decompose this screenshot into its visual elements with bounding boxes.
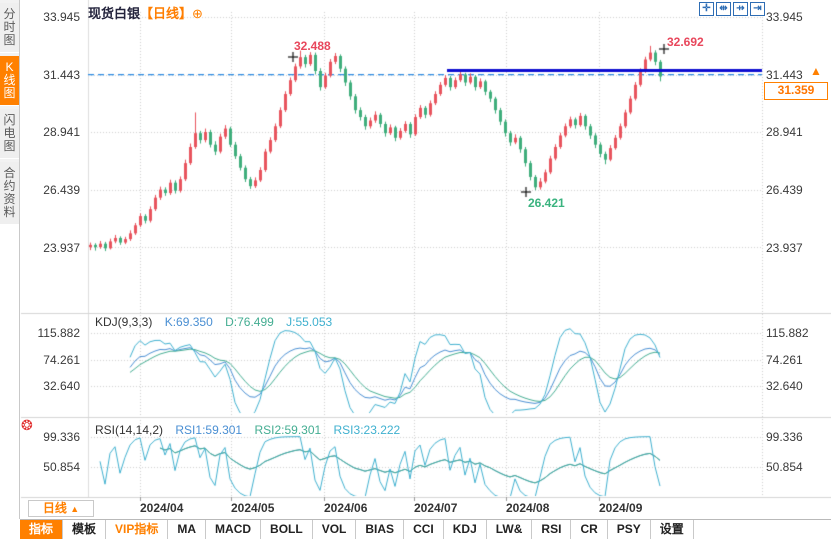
toolbar-tab-7[interactable]: BIAS (356, 520, 405, 539)
symbol-name: 现货白银 (88, 6, 141, 21)
toolbar-tab-6[interactable]: VOL (312, 520, 357, 539)
kdj-axis-label-right: 74.261 (766, 353, 803, 367)
period-selector-arrow-icon: ▲ (70, 504, 80, 514)
toolbar-tab-2[interactable]: VIP指标 (106, 520, 169, 539)
swing-high-sep-label: 32.692 (667, 35, 704, 49)
toolbar-tab-9[interactable]: KDJ (443, 520, 487, 539)
swing-high-may-label: 32.488 (294, 39, 331, 53)
kdj-legend: KDJ(9,3,3) K:69.350 D:76.499 J:55.053 (95, 315, 341, 329)
rsi-axis-label-right: 99.336 (766, 430, 803, 444)
rsi-axis-label-left: 99.336 (43, 430, 80, 444)
toolbar-tab-3[interactable]: MA (168, 520, 207, 539)
rsi-name: RSI(14,14,2) (95, 423, 164, 437)
price-axis-label-left: 26.439 (43, 183, 80, 197)
x-axis-label: 2024/05 (231, 501, 275, 515)
price-axis-label-right: 28.941 (766, 125, 803, 139)
bottom-toolbar: 指标 模板 VIP指标 MA MACD BOLL VOL BIAS CCI KDJ LW& RSI CR… (20, 519, 831, 539)
chart-tool-icons: ✛ ⇹ ⇸ ⇥ (697, 2, 765, 16)
jump-latest-icon[interactable]: ⇥ (750, 2, 765, 16)
toolbar-tab-5[interactable]: BOLL (261, 520, 313, 539)
sidebar-tab-list: 分时图 K线图闪电图合约资料 (0, 0, 19, 225)
kdj-axis-label-left: 74.261 (43, 353, 80, 367)
price-axis-label-right: 33.945 (766, 10, 803, 24)
period-selector-label: 日线 (42, 501, 67, 515)
toolbar-tab-12[interactable]: CR (571, 520, 608, 539)
kdj-j-value: J:55.053 (286, 315, 333, 329)
price-axis-label-left: 23.937 (43, 241, 80, 255)
price-axis-label-left: 33.945 (43, 10, 80, 24)
kdj-d-value: D:76.499 (225, 315, 274, 329)
kdj-axis-label-right: 32.640 (766, 379, 803, 393)
toolbar-tab-14[interactable]: 设置 (650, 520, 694, 539)
price-up-arrow-icon: ▲ (810, 64, 822, 78)
zoom-x-icon[interactable]: ⇹ (716, 2, 731, 16)
toolbar-tab-10[interactable]: LW& (486, 520, 533, 539)
rsi-legend: RSI(14,14,2) RSI1:59.301 RSI2:59.301 RSI… (95, 423, 409, 437)
kdj-axis-label-left: 32.640 (43, 379, 80, 393)
price-axis-label-left: 31.443 (43, 68, 80, 82)
pan-x-icon[interactable]: ⇸ (733, 2, 748, 16)
x-axis-label: 2024/06 (324, 501, 368, 515)
rsi2-value: RSI2:59.301 (254, 423, 322, 437)
price-axis-label-right: 26.439 (766, 183, 803, 197)
toolbar-tab-1[interactable]: 模板 (63, 520, 107, 539)
period-selector[interactable]: 日线 ▲ (28, 500, 94, 517)
toolbar-tab-13[interactable]: PSY (607, 520, 651, 539)
sun-marker-icon[interactable]: ❂ (21, 417, 33, 433)
x-axis-label: 2024/07 (414, 501, 458, 515)
kdj-name: KDJ(9,3,3) (95, 315, 153, 329)
x-axis-label: 2024/04 (140, 501, 184, 515)
kdj-axis-label-left: 115.882 (37, 326, 81, 340)
rsi-axis-label-left: 50.854 (43, 460, 80, 474)
current-price-badge: 31.359 (764, 82, 828, 100)
crosshair-pan-icon[interactable]: ✛ (699, 2, 714, 16)
x-axis-label: 2024/08 (506, 501, 550, 515)
chart-canvas[interactable] (0, 0, 831, 519)
toolbar-tab-0[interactable]: 指标 (20, 520, 64, 539)
x-axis-label: 2024/09 (599, 501, 643, 515)
toolbar-tab-4[interactable]: MACD (206, 520, 262, 539)
add-indicator-icon[interactable]: ⊕ (192, 6, 203, 21)
sidebar-item-3[interactable]: 合约资料 (0, 162, 19, 225)
swing-low-aug-label: 26.421 (528, 196, 565, 210)
sidebar-item-2[interactable]: 闪电图 (0, 109, 19, 159)
left-sidebar: 分时图 K线图闪电图合约资料 (0, 0, 20, 519)
price-axis-label-right: 31.443 (766, 68, 803, 82)
price-axis-label-left: 28.941 (43, 125, 80, 139)
toolbar-tab-8[interactable]: CCI (404, 520, 444, 539)
toolbar-tab-11[interactable]: RSI (532, 520, 572, 539)
kdj-k-value: K:69.350 (164, 315, 213, 329)
price-axis-label-right: 23.937 (766, 241, 803, 255)
rsi3-value: RSI3:23.222 (333, 423, 401, 437)
sidebar-item-1[interactable]: K线图 (0, 56, 19, 106)
kdj-axis-label-right: 115.882 (766, 326, 809, 340)
chart-title: 现货白银【日线】⊕ (88, 3, 203, 22)
rsi1-value: RSI1:59.301 (175, 423, 243, 437)
rsi-axis-label-right: 50.854 (766, 460, 803, 474)
period-label: 【日线】 (140, 6, 193, 21)
sidebar-item-0[interactable]: 分时图 (0, 3, 19, 53)
